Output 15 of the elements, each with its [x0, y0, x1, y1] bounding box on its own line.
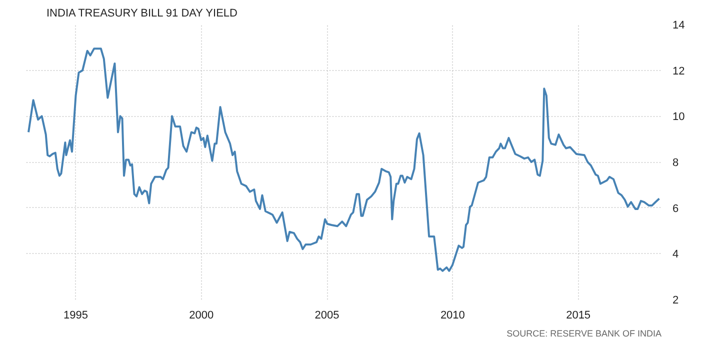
y-tick-label: 4 — [672, 248, 679, 261]
y-tick-label: 6 — [672, 202, 679, 215]
line-series — [28, 48, 660, 272]
y-tick-label: 10 — [672, 111, 685, 124]
y-tick-label: 2 — [672, 294, 679, 306]
source-note: SOURCE: RESERVE BANK OF INDIA — [506, 328, 662, 338]
y-tick-label: 14 — [672, 20, 685, 32]
chart-title: INDIA TREASURY BILL 91 DAY YIELD — [46, 8, 238, 20]
y-tick-label: 8 — [672, 157, 679, 169]
y-tick-label: 12 — [672, 65, 685, 78]
x-tick-label: 2000 — [189, 310, 214, 322]
x-tick-label: 2010 — [440, 310, 465, 322]
x-tick-label: 2015 — [566, 310, 591, 322]
x-tick-label: 2005 — [314, 310, 340, 322]
x-tick-label: 1995 — [64, 310, 88, 322]
